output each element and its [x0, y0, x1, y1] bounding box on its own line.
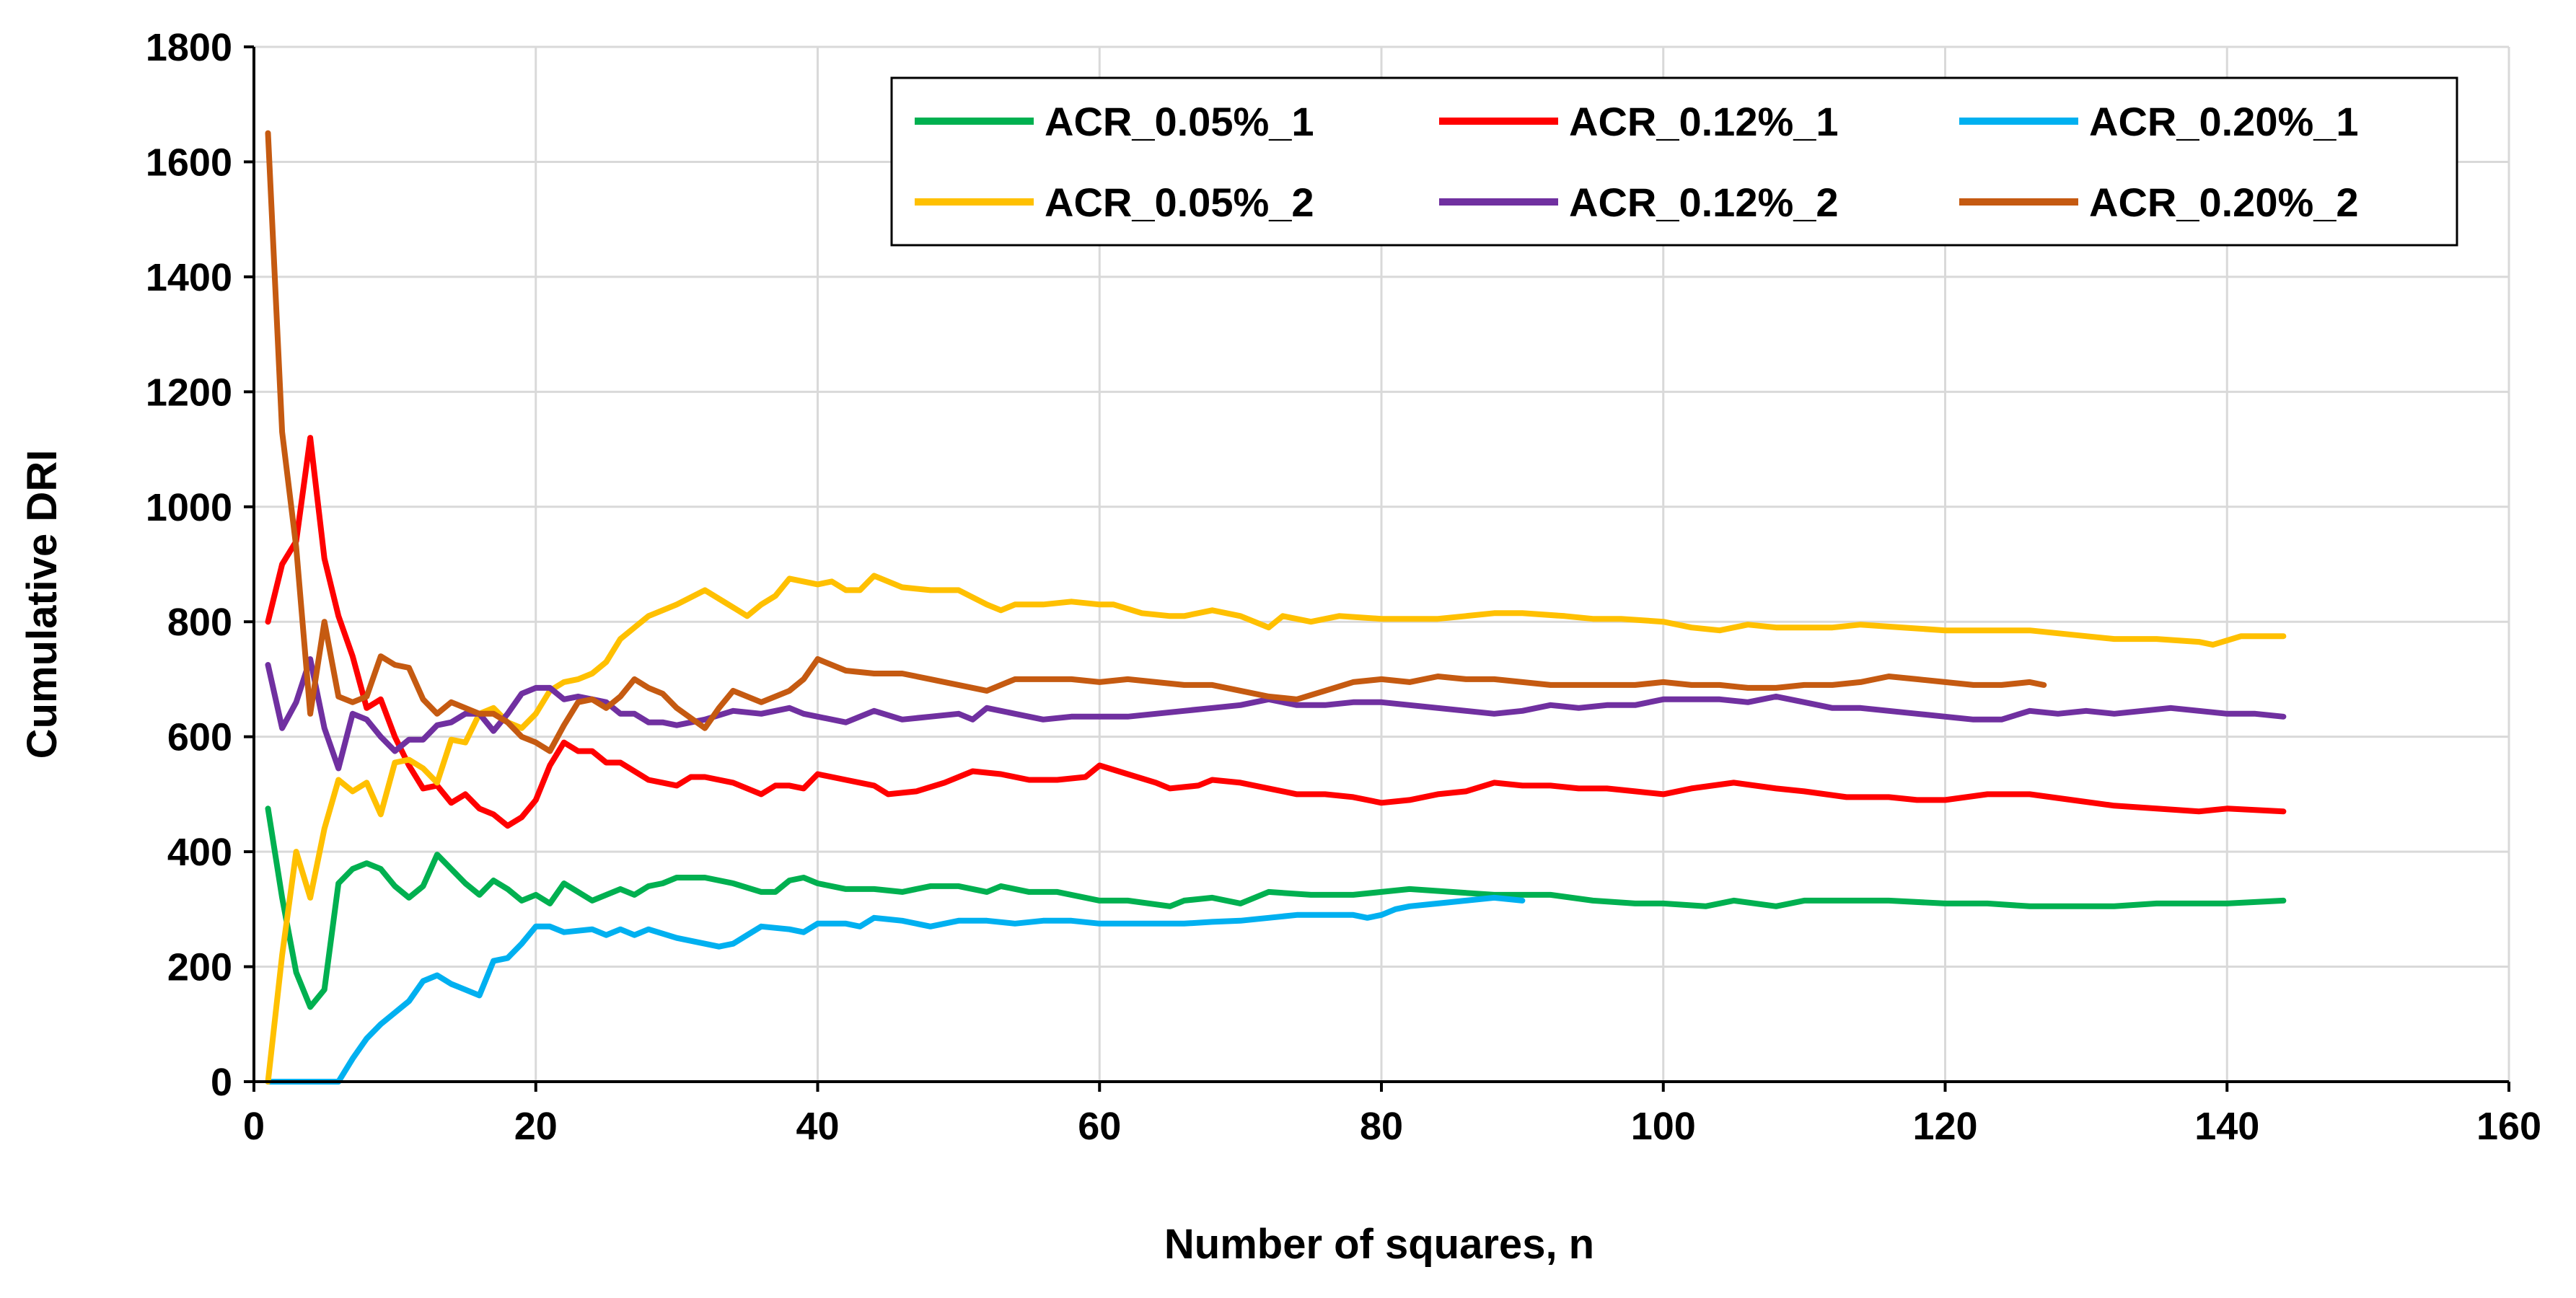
y-axis-title: Cumulative DRI	[19, 450, 66, 759]
x-tick-label: 140	[2194, 1105, 2259, 1148]
x-tick-label: 40	[796, 1105, 839, 1148]
legend-label: ACR_0.12%_2	[1569, 180, 1839, 225]
series-lines	[265, 130, 2287, 1085]
x-tick-labels: 0 20 40 60 80 100 120 140 160	[243, 1105, 2541, 1148]
legend-label: ACR_0.05%_2	[1045, 180, 1314, 225]
x-tick-label: 0	[243, 1105, 265, 1148]
y-tick-label: 200	[167, 946, 232, 989]
y-tick-label: 1200	[146, 371, 232, 414]
y-tick-label: 1400	[146, 256, 232, 299]
y-tick-label: 1800	[146, 26, 232, 69]
y-tick-label: 400	[167, 831, 232, 874]
x-tick-label: 120	[1912, 1105, 1977, 1148]
series-line-acr-0-20-2	[265, 130, 2047, 754]
y-tick-label: 600	[167, 716, 232, 759]
x-axis-title: Number of squares, n	[1164, 1221, 1594, 1268]
y-tick-label: 1000	[146, 486, 232, 529]
legend-label: ACR_0.20%_2	[2089, 180, 2359, 225]
y-tick-labels: 0 200 400 600 800 1000 1200 1400 1600 1800	[146, 26, 232, 1104]
y-tick-label: 0	[211, 1061, 232, 1104]
legend-label: ACR_0.05%_1	[1045, 99, 1314, 144]
x-tick-label: 60	[1078, 1105, 1121, 1148]
legend: ACR_0.05%_1 ACR_0.12%_1 ACR_0.20%_1 ACR_0.0…	[890, 76, 2458, 247]
series-line-acr-0-12-1	[265, 435, 2287, 829]
x-tick-label: 160	[2476, 1105, 2541, 1148]
x-tick-label: 100	[1631, 1105, 1696, 1148]
legend-label: ACR_0.12%_1	[1569, 99, 1839, 144]
series-line-acr-0-20-1	[265, 894, 1526, 1085]
x-tick-label: 80	[1360, 1105, 1403, 1148]
x-tick-label: 20	[514, 1105, 558, 1148]
legend-box	[890, 76, 2458, 247]
y-tick-label: 1600	[146, 141, 232, 184]
legend-label: ACR_0.20%_1	[2089, 99, 2359, 144]
series-line-acr-0-05-1	[265, 805, 2287, 1010]
y-tick-label: 800	[167, 601, 232, 644]
axes	[244, 45, 2510, 1092]
